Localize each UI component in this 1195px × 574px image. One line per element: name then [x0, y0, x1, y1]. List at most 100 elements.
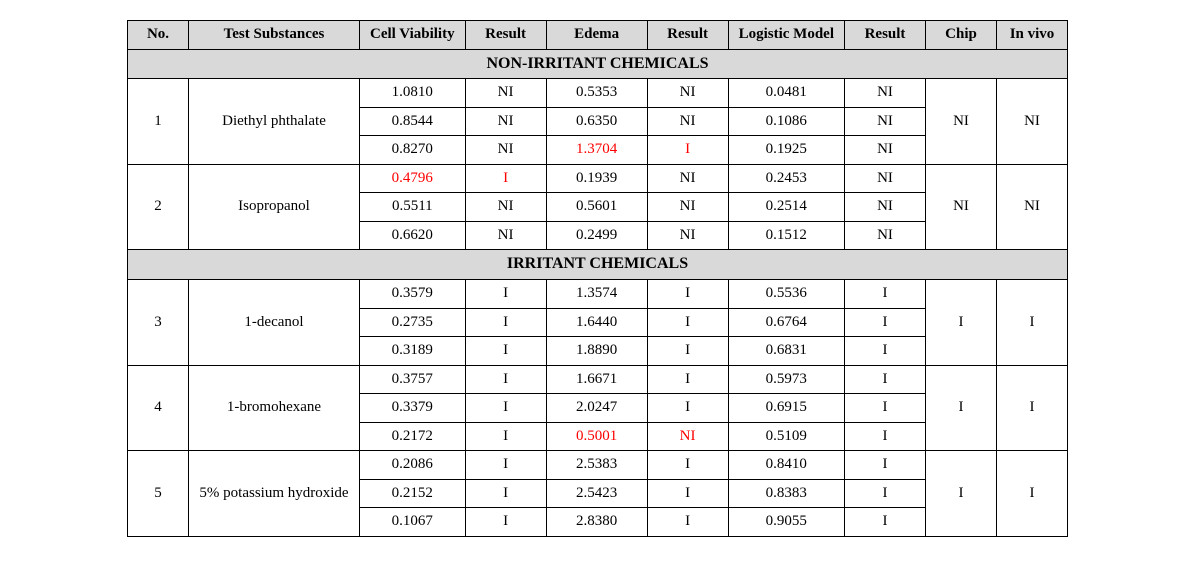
cell-result3: I — [845, 280, 926, 309]
chemicals-table: No. Test Substances Cell Viability Resul… — [127, 20, 1068, 537]
cell-result1: I — [465, 451, 546, 480]
cell-edema: 1.6671 — [546, 365, 647, 394]
cell-result3: I — [845, 394, 926, 423]
group-no: 2 — [128, 164, 189, 250]
col-logistic: Logistic Model — [728, 21, 844, 50]
group-invivo: NI — [997, 79, 1068, 165]
cell-result3: NI — [845, 79, 926, 108]
cell-viability: 0.8270 — [360, 136, 466, 165]
table-row: 55% potassium hydroxide0.2086I2.5383I0.8… — [128, 451, 1068, 480]
cell-logistic: 0.8383 — [728, 479, 844, 508]
cell-result1: I — [465, 308, 546, 337]
col-no: No. — [128, 21, 189, 50]
cell-result1: NI — [465, 136, 546, 165]
cell-viability: 0.3579 — [360, 280, 466, 309]
cell-result1: I — [465, 422, 546, 451]
cell-result2: I — [647, 337, 728, 366]
cell-result2: NI — [647, 107, 728, 136]
cell-result2: NI — [647, 422, 728, 451]
cell-edema: 0.6350 — [546, 107, 647, 136]
cell-viability: 0.8544 — [360, 107, 466, 136]
cell-edema: 0.5353 — [546, 79, 647, 108]
col-chip: Chip — [926, 21, 997, 50]
cell-logistic: 0.2453 — [728, 164, 844, 193]
group-chip: I — [926, 451, 997, 537]
cell-result1: NI — [465, 79, 546, 108]
group-invivo: I — [997, 365, 1068, 451]
group-no: 4 — [128, 365, 189, 451]
table-row: 41-bromohexane0.3757I1.6671I0.5973III — [128, 365, 1068, 394]
section-header-label: NON-IRRITANT CHEMICALS — [128, 49, 1068, 79]
group-substance: Isopropanol — [189, 164, 360, 250]
cell-result1: I — [465, 508, 546, 537]
cell-edema: 1.3704 — [546, 136, 647, 165]
group-invivo: I — [997, 280, 1068, 366]
cell-result2: I — [647, 136, 728, 165]
group-chip: I — [926, 365, 997, 451]
cell-viability: 0.3189 — [360, 337, 466, 366]
cell-result2: I — [647, 365, 728, 394]
cell-result3: I — [845, 337, 926, 366]
group-invivo: NI — [997, 164, 1068, 250]
cell-logistic: 0.1512 — [728, 221, 844, 250]
cell-result3: NI — [845, 193, 926, 222]
cell-viability: 0.3379 — [360, 394, 466, 423]
cell-logistic: 0.6764 — [728, 308, 844, 337]
table-row: 31-decanol0.3579I1.3574I0.5536III — [128, 280, 1068, 309]
cell-logistic: 0.8410 — [728, 451, 844, 480]
cell-result1: I — [465, 394, 546, 423]
cell-logistic: 0.5973 — [728, 365, 844, 394]
section-header-label: IRRITANT CHEMICALS — [128, 250, 1068, 280]
group-chip: NI — [926, 164, 997, 250]
cell-result3: I — [845, 308, 926, 337]
cell-edema: 2.5383 — [546, 451, 647, 480]
col-result3: Result — [845, 21, 926, 50]
cell-edema: 0.2499 — [546, 221, 647, 250]
group-chip: I — [926, 280, 997, 366]
cell-result2: NI — [647, 164, 728, 193]
cell-viability: 0.4796 — [360, 164, 466, 193]
cell-result3: NI — [845, 164, 926, 193]
cell-viability: 0.6620 — [360, 221, 466, 250]
cell-edema: 0.1939 — [546, 164, 647, 193]
cell-result3: I — [845, 422, 926, 451]
cell-edema: 1.8890 — [546, 337, 647, 366]
cell-result3: NI — [845, 221, 926, 250]
cell-result2: I — [647, 308, 728, 337]
cell-result2: NI — [647, 221, 728, 250]
cell-edema: 0.5001 — [546, 422, 647, 451]
cell-result1: I — [465, 164, 546, 193]
cell-logistic: 0.0481 — [728, 79, 844, 108]
group-substance: Diethyl phthalate — [189, 79, 360, 165]
group-substance: 1-decanol — [189, 280, 360, 366]
cell-logistic: 0.5109 — [728, 422, 844, 451]
cell-logistic: 0.5536 — [728, 280, 844, 309]
cell-result3: NI — [845, 107, 926, 136]
cell-result3: NI — [845, 136, 926, 165]
header-row: No. Test Substances Cell Viability Resul… — [128, 21, 1068, 50]
section-nonirritant: NON-IRRITANT CHEMICALS — [128, 49, 1068, 79]
col-viability: Cell Viability — [360, 21, 466, 50]
table-row: 1Diethyl phthalate1.0810NI0.5353NI0.0481… — [128, 79, 1068, 108]
cell-result3: I — [845, 365, 926, 394]
group-no: 5 — [128, 451, 189, 537]
cell-result3: I — [845, 479, 926, 508]
cell-edema: 2.5423 — [546, 479, 647, 508]
cell-viability: 0.1067 — [360, 508, 466, 537]
cell-result2: I — [647, 280, 728, 309]
group-substance: 1-bromohexane — [189, 365, 360, 451]
group-invivo: I — [997, 451, 1068, 537]
cell-result1: I — [465, 337, 546, 366]
cell-viability: 0.2735 — [360, 308, 466, 337]
cell-result3: I — [845, 508, 926, 537]
cell-result1: I — [465, 365, 546, 394]
cell-edema: 1.3574 — [546, 280, 647, 309]
cell-logistic: 0.6831 — [728, 337, 844, 366]
cell-result2: NI — [647, 193, 728, 222]
cell-logistic: 0.1925 — [728, 136, 844, 165]
cell-result2: I — [647, 479, 728, 508]
group-chip: NI — [926, 79, 997, 165]
col-substances: Test Substances — [189, 21, 360, 50]
cell-result1: NI — [465, 221, 546, 250]
cell-edema: 0.5601 — [546, 193, 647, 222]
